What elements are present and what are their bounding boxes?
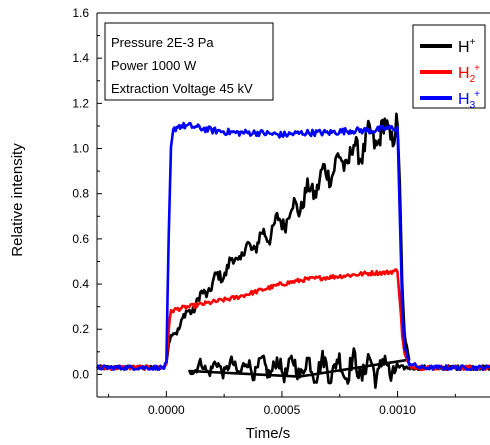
- x-axis-title: Time/s: [246, 425, 290, 442]
- legend: H+ H2+ H3+: [412, 24, 486, 111]
- annotation-box: Pressure 2E-3 Pa Power 1000 W Extraction V…: [104, 22, 274, 101]
- annotation-line: Power 1000 W: [111, 58, 197, 73]
- annotation-frame: [104, 22, 274, 101]
- legend-entry: H+: [458, 37, 476, 56]
- x-tick-label: 0.0010: [379, 403, 416, 417]
- legend-frame: [412, 24, 486, 109]
- annotation-line: Extraction Voltage 45 kV: [111, 81, 253, 96]
- legend-entry: H2+: [458, 63, 480, 85]
- series-line-h-plus: [95, 112, 490, 389]
- legend-entry: H3+: [458, 89, 480, 111]
- series-layer: [95, 112, 490, 389]
- y-tick-label: 1.6: [72, 6, 89, 20]
- annotation-line: Pressure 2E-3 Pa: [111, 35, 214, 50]
- y-tick-label: 0.8: [72, 187, 89, 201]
- y-tick-label: 0.6: [72, 232, 89, 246]
- y-tick-label: 0.4: [72, 277, 89, 291]
- y-tick-label: 0.0: [72, 367, 89, 381]
- axes-layer: 0.0 0.2 0.4 0.6 0.8 1.0 1.2 1.4 1.6 0.0000 0.0005 0…: [72, 6, 490, 417]
- series-line-h2-plus: [95, 268, 490, 372]
- x-tick-label: 0.0000: [148, 403, 185, 417]
- x-tick-label: 0.0005: [264, 403, 301, 417]
- y-tick-label: 1.4: [72, 51, 89, 65]
- series-line-h3-plus: [96, 121, 490, 372]
- y-tick-label: 1.0: [72, 142, 89, 156]
- y-tick-label: 1.2: [72, 96, 89, 110]
- y-axis-title: Relative intensity: [9, 143, 26, 257]
- y-tick-label: 0.2: [72, 322, 89, 336]
